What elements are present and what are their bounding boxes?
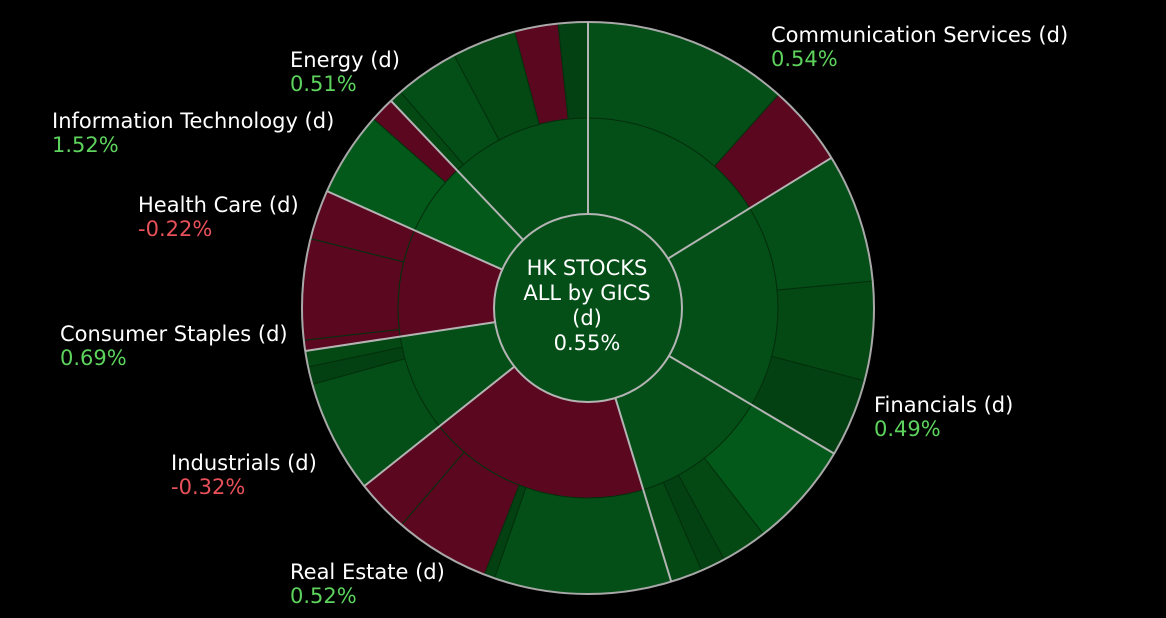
label-information-technology[interactable]: Information Technology (d) 1.52% (52, 109, 334, 157)
center-value: 0.55% (553, 331, 621, 355)
sector-name: Communication Services (d) (771, 23, 1069, 47)
sector-change: -0.32% (171, 475, 246, 499)
label-consumer-staples[interactable]: Consumer Staples (d) 0.69% (60, 322, 288, 370)
sector-change: 0.49% (874, 417, 941, 441)
center-title-line-2: ALL by GICS (523, 281, 651, 305)
sector-change: 0.54% (771, 47, 838, 71)
sector-change: 0.52% (290, 584, 357, 608)
label-real-estate[interactable]: Real Estate (d) 0.52% (290, 560, 445, 608)
sector-name: Consumer Staples (d) (60, 322, 288, 346)
sector-divider-4 (614, 397, 673, 582)
center-title-line-3: (d) (572, 306, 602, 330)
label-health-care[interactable]: Health Care (d) -0.22% (138, 193, 299, 241)
sector-name: Real Estate (d) (290, 560, 445, 584)
sector-change: 1.52% (52, 133, 119, 157)
label-financials[interactable]: Financials (d) 0.49% (874, 393, 1013, 441)
label-industrials[interactable]: Industrials (d) -0.32% (171, 451, 317, 499)
sector-name: Health Care (d) (138, 193, 299, 217)
label-energy[interactable]: Energy (d) 0.51% (290, 48, 400, 96)
center-title-line-1: HK STOCKS (526, 256, 648, 280)
sector-change: -0.22% (138, 217, 213, 241)
sector-divider-7 (326, 190, 503, 271)
sector-change: 0.69% (60, 346, 127, 370)
sector-name: Financials (d) (874, 393, 1014, 417)
sector-name: Energy (d) (290, 48, 400, 72)
sector-change: 0.51% (290, 72, 357, 96)
sector-divider-6 (305, 321, 496, 352)
sector-name: Industrials (d) (171, 451, 317, 475)
sector-divider-3 (668, 354, 835, 455)
label-communication-services[interactable]: Communication Services (d) 0.54% (771, 23, 1068, 71)
center-label[interactable]: HK STOCKS ALL by GICS (d) 0.55% (512, 256, 662, 356)
sector-divider-5 (363, 365, 516, 487)
center-circle[interactable] (493, 213, 683, 403)
sector-divider-2 (667, 156, 832, 260)
sector-name: Information Technology (d) (52, 109, 335, 133)
sector-divider-8 (390, 100, 524, 241)
stock-arc-industrials-1[interactable] (493, 486, 672, 595)
